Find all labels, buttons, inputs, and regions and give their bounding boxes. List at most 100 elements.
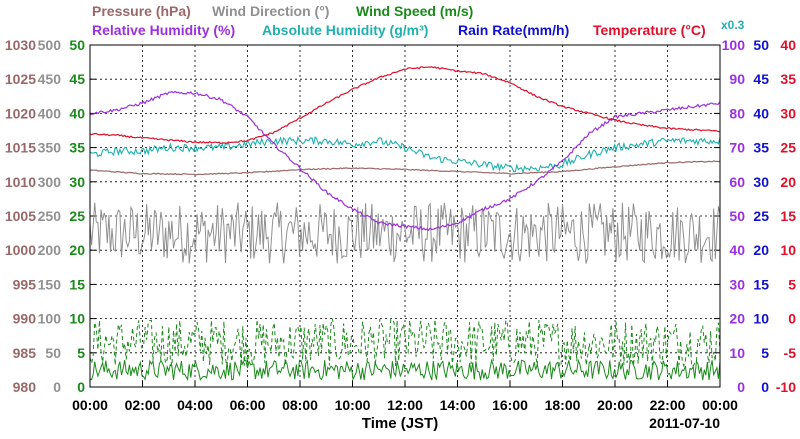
x-tick-label: 10:00 [335,397,371,413]
y-tick-label-pressure: 1010 [5,174,36,190]
y-tick-label-rh: 40 [729,242,745,258]
y-tick-label-pressure: 1015 [5,140,36,156]
y-tick-label-rain: 10 [753,311,769,327]
legend-temperature: Temperature (°C) [593,22,706,38]
series-pressure [89,160,721,176]
axes: 1030102510201015101010051000995990985980… [5,37,796,413]
y-tick-label-pressure: 1020 [5,105,36,121]
x-tick-label: 02:00 [125,397,161,413]
y-tick-label-rh: 100 [722,37,746,53]
y-tick-label-rain: 20 [753,242,769,258]
y-tick-label-wind-speed: 0 [77,379,85,395]
date-label: 2011-07-10 [649,415,720,431]
series-wind-direction [89,202,721,264]
legend-ah-factor: x0.3 [721,18,745,32]
y-tick-label-rain: 50 [753,37,769,53]
y-tick-label-wind-speed: 25 [69,208,85,224]
y-tick-label-wind-speed: 40 [69,105,85,121]
x-tick-label: 14:00 [440,397,476,413]
y-tick-label-pressure: 985 [13,345,37,361]
y-tick-label-rain: 40 [753,105,769,121]
y-tick-label-temp: -10 [776,379,796,395]
x-tick-label: 18:00 [545,397,581,413]
y-tick-label-pressure: 1005 [5,208,36,224]
y-tick-label-wind-dir: 350 [38,140,62,156]
x-tick-label: 08:00 [282,397,318,413]
y-tick-label-temp: 20 [780,174,796,190]
y-tick-label-wind-dir: 200 [38,242,62,258]
y-tick-label-rh: 30 [729,276,745,292]
y-tick-label-temp: 35 [780,71,796,87]
y-tick-label-rh: 80 [729,105,745,121]
y-tick-label-pressure: 1030 [5,37,36,53]
legend-rain-rate: Rain Rate(mm/h) [458,22,569,38]
series-wind-speed [89,358,721,381]
x-tick-label: 00:00 [702,397,738,413]
series-relative-humidity [89,90,721,232]
x-tick-label: 04:00 [177,397,213,413]
y-tick-label-wind-speed: 10 [69,311,85,327]
y-tick-label-rh: 10 [729,345,745,361]
y-tick-label-wind-speed: 5 [77,345,85,361]
y-tick-label-temp: 0 [788,311,796,327]
y-tick-label-wind-dir: 500 [38,37,62,53]
y-tick-label-wind-dir: 100 [38,311,62,327]
y-tick-label-temp: 40 [780,37,796,53]
x-tick-label: 16:00 [492,397,528,413]
y-tick-label-rh: 0 [737,379,745,395]
y-tick-label-pressure: 1000 [5,242,36,258]
y-tick-label-rain: 30 [753,174,769,190]
legend-wind-speed: Wind Speed (m/s) [356,3,473,19]
y-tick-label-wind-dir: 450 [38,71,62,87]
legend-wind-direction: Wind Direction (°) [212,3,329,19]
y-tick-label-pressure: 995 [13,276,37,292]
y-tick-label-wind-dir: 0 [53,379,61,395]
y-tick-label-rain: 25 [753,208,769,224]
y-tick-label-rh: 20 [729,311,745,327]
y-tick-label-temp: 25 [780,140,796,156]
y-tick-label-pressure: 990 [13,311,37,327]
y-tick-label-pressure: 1025 [5,71,36,87]
x-tick-label: 12:00 [387,397,423,413]
y-tick-label-temp: 15 [780,208,796,224]
y-tick-label-temp: 10 [780,242,796,258]
y-tick-label-rain: 45 [753,71,769,87]
legend-absolute-humidity: Absolute Humidity (g/m³) [262,22,428,38]
y-tick-label-rh: 70 [729,140,745,156]
legend-relative-humidity: Relative Humidity (%) [92,22,235,38]
y-tick-label-wind-dir: 50 [45,345,61,361]
plot-frame [89,44,721,388]
series-wind-speed-gust [89,318,721,368]
y-tick-label-temp: 5 [788,276,796,292]
x-tick-label: 06:00 [230,397,266,413]
grid [90,45,720,387]
y-tick-label-temp: -5 [784,345,797,361]
y-tick-label-wind-speed: 50 [69,37,85,53]
y-tick-label-wind-dir: 300 [38,174,62,190]
y-tick-label-wind-dir: 400 [38,105,62,121]
y-tick-label-temp: 30 [780,105,796,121]
y-tick-label-rain: 0 [761,379,769,395]
x-axis-label: Time (JST) [362,415,438,432]
legend-pressure: Pressure (hPa) [92,3,191,19]
y-tick-label-wind-dir: 150 [38,276,62,292]
y-tick-label-wind-dir: 250 [38,208,62,224]
plot-area [89,66,721,388]
y-tick-label-rh: 50 [729,208,745,224]
y-tick-label-pressure: 980 [13,379,37,395]
y-tick-label-rh: 60 [729,174,745,190]
y-tick-label-wind-speed: 35 [69,140,85,156]
y-tick-label-rh: 90 [729,71,745,87]
y-tick-label-wind-speed: 15 [69,276,85,292]
y-tick-label-rain: 5 [761,345,769,361]
y-tick-label-wind-speed: 45 [69,71,85,87]
y-tick-label-rain: 35 [753,140,769,156]
y-tick-label-wind-speed: 20 [69,242,85,258]
series-absolute-humidity [89,135,721,174]
y-tick-label-rain: 15 [753,276,769,292]
x-tick-label: 20:00 [597,397,633,413]
y-tick-label-wind-speed: 30 [69,174,85,190]
series-temperature [89,66,721,145]
